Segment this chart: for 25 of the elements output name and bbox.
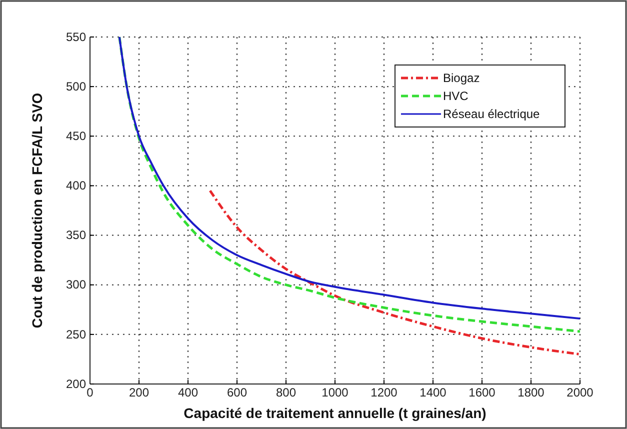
x-tick-label: 1200: [370, 386, 398, 400]
legend-label: Biogaz: [443, 71, 480, 85]
x-tick-label: 800: [276, 386, 296, 400]
y-tick-label: 350: [66, 228, 86, 242]
y-axis-title: Cout de production en FCFA/L SVO: [29, 92, 45, 328]
y-tick-label: 450: [66, 128, 86, 143]
y-tick-label: 300: [66, 278, 86, 292]
y-tick-label: 400: [66, 178, 86, 193]
legend-label: Réseau électrique: [443, 107, 540, 121]
y-tick-label: 250: [66, 327, 86, 342]
x-tick-label: 400: [178, 386, 198, 400]
x-tick-label: 1400: [420, 386, 447, 400]
x-tick-label: 0: [86, 386, 94, 400]
x-tick-label: 200: [128, 386, 150, 400]
y-tick-label: 500: [66, 79, 86, 94]
line-series: [208, 189, 582, 356]
x-tick-label: 2000: [566, 386, 594, 400]
y-tick-label: 200: [66, 376, 86, 391]
x-tick-label: 1800: [518, 386, 545, 400]
x-tick-label: 1000: [322, 386, 349, 400]
legend-label: HVC: [443, 89, 469, 103]
x-axis-title: Capacité de traitement annuelle (t graines/an): [184, 405, 486, 421]
x-tick-label: 600: [226, 386, 248, 400]
x-tick-label: 1600: [468, 386, 496, 400]
y-tick-label: 550: [66, 30, 86, 44]
